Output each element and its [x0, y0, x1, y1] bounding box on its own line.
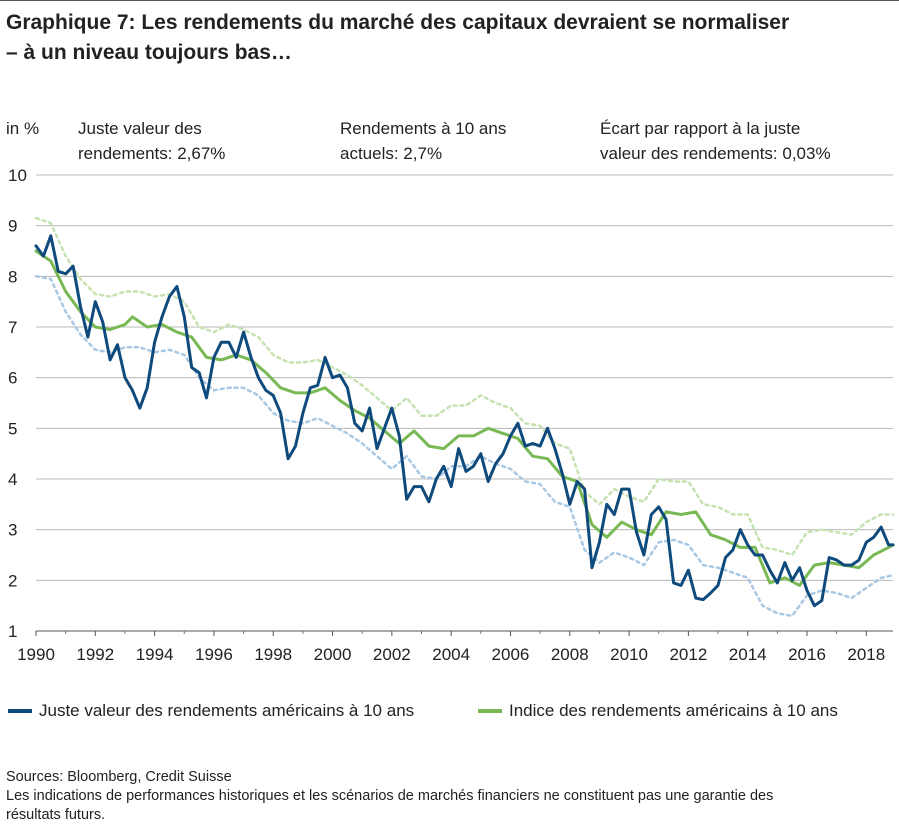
fair-value-annotation-line1: Juste valeur des: [78, 119, 202, 138]
x-tick-label-2010: 2010: [610, 645, 648, 664]
y-tick-label-2: 2: [8, 571, 17, 590]
fair-value-annotation: Juste valeur des rendements: 2,67%: [78, 116, 225, 166]
fair-value-annotation-line2: rendements: 2,67%: [78, 144, 226, 163]
series-line-0: [34, 234, 895, 608]
x-tick-label-2012: 2012: [669, 645, 707, 664]
x-tick-label-1998: 1998: [254, 645, 292, 664]
x-tick-label-2006: 2006: [492, 645, 530, 664]
footer-disclaimer-line2: résultats futurs.: [6, 807, 106, 823]
y-tick-label-3: 3: [8, 521, 17, 540]
current-yield-annotation: Rendements à 10 ans actuels: 2,7%: [340, 116, 506, 166]
footer-disclaimer-line1: Les indications de performances historiq…: [6, 788, 774, 804]
series-line-2: [34, 216, 895, 557]
top-rule: [0, 0, 899, 1]
chart-title-line2: – à un niveau toujours bas…: [6, 41, 292, 64]
line-chart: 1 2 3 4 5 6 7 8 9 10 1990 1992 1994 1996 1998 2000 2002 2…: [8, 166, 895, 664]
x-tick-label-2002: 2002: [373, 645, 411, 664]
chart-title-line1: Graphique 7: Les rendements du marché de…: [6, 11, 790, 34]
y-tick-label-5: 5: [8, 419, 17, 438]
y-tick-label-10: 10: [8, 166, 27, 185]
y-tick-label-6: 6: [8, 369, 17, 388]
x-tick-label-2008: 2008: [551, 645, 589, 664]
y-tick-label-8: 8: [8, 267, 17, 286]
legend-label-fair-value: Juste valeur des rendements américains à…: [39, 701, 415, 720]
x-tick-label-2000: 2000: [314, 645, 352, 664]
legend-label-index: Indice des rendements américains à 10 an…: [509, 701, 838, 720]
legend-item-index: Indice des rendements américains à 10 an…: [478, 701, 838, 721]
y-tick-label-4: 4: [8, 470, 17, 489]
legend-swatch-fair-value: [8, 709, 32, 713]
legend-item-fair-value: Juste valeur des rendements américains à…: [8, 701, 414, 721]
series-line-1: [34, 249, 895, 587]
unit-label-text: in %: [6, 119, 40, 138]
y-tick-label-1: 1: [8, 622, 17, 641]
x-tick-label-2014: 2014: [729, 645, 767, 664]
legend-swatch-index: [478, 709, 502, 713]
current-yield-annotation-line2: actuels: 2,7%: [340, 144, 443, 163]
y-tick-label-7: 7: [8, 318, 17, 337]
footer: Sources: Bloomberg, Credit Suisse Les in…: [6, 768, 896, 825]
unit-label: in %: [6, 116, 39, 141]
legend: Juste valeur des rendements américains à…: [8, 701, 888, 725]
current-yield-annotation-line1: Rendements à 10 ans: [340, 119, 507, 138]
footer-sources: Sources: Bloomberg, Credit Suisse: [6, 769, 232, 785]
gap-annotation: Écart par rapport à la juste valeur des …: [600, 116, 831, 166]
x-tick-label-1996: 1996: [195, 645, 233, 664]
gap-annotation-line1: Écart par rapport à la juste: [600, 119, 801, 138]
chart-title: Graphique 7: Les rendements du marché de…: [6, 8, 896, 68]
x-tick-label-2018: 2018: [847, 645, 885, 664]
series-line-3: [34, 275, 895, 618]
gap-annotation-line2: valeur des rendements: 0,03%: [600, 144, 831, 163]
x-tick-label-1994: 1994: [136, 645, 174, 664]
x-tick-label-2016: 2016: [788, 645, 826, 664]
x-tick-label-1992: 1992: [76, 645, 114, 664]
x-tick-label-1990: 1990: [17, 645, 55, 664]
y-tick-label-9: 9: [8, 217, 17, 236]
x-tick-label-2004: 2004: [432, 645, 470, 664]
